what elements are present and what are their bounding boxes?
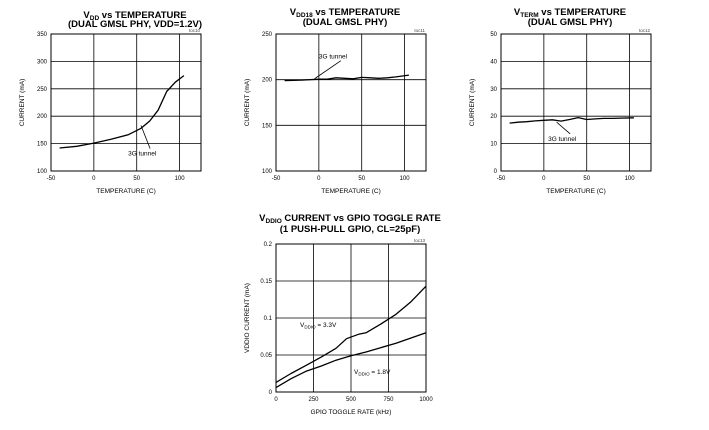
title-rest: vs TEMPERATURE	[539, 7, 626, 18]
title-subscript: DDIO	[266, 218, 282, 225]
series-line-1	[509, 116, 634, 124]
chart-tag: toc10	[189, 28, 201, 33]
annotation-arrow	[556, 121, 571, 135]
series-line-2	[275, 332, 427, 389]
title-main: V	[83, 10, 90, 21]
y-tick-label: 100	[262, 169, 273, 175]
y-tick-label: 200	[262, 78, 273, 84]
x-axis-label: TEMPERATURE (C)	[321, 188, 380, 195]
x-tick-label: 100	[400, 176, 411, 182]
series-line-1	[275, 285, 427, 383]
annotation-label: 3G tunnel	[128, 151, 157, 158]
y-tick-label: 50	[490, 32, 497, 38]
y-tick-label: 0.1	[264, 316, 273, 322]
chart-3: VTERM vs TEMPERATURE(DUAL GMSL PHY) toc12…	[469, 7, 652, 195]
y-tick-label: 0.2	[264, 242, 273, 248]
plot-frame	[50, 33, 202, 172]
x-tick-label: 0	[92, 176, 96, 182]
y-tick-label: 0.15	[260, 279, 272, 285]
annotation-label: 3G tunnel	[319, 54, 348, 61]
chart-subtitle: (1 PUSH-PULL GPIO, CL=25pF)	[280, 224, 421, 235]
x-tick-label: -50	[497, 176, 506, 182]
chart-title: VDD vs TEMPERATURE	[83, 10, 186, 22]
y-tick-label: 20	[490, 114, 497, 120]
chart-subtitle: (DUAL GMSL PHY)	[528, 17, 613, 28]
y-tick-label: 0	[269, 390, 273, 396]
x-tick-label: 500	[346, 397, 357, 403]
y-tick-label: 30	[490, 87, 497, 93]
y-tick-label: 10	[490, 142, 497, 148]
title-rest: vs TEMPERATURE	[313, 7, 400, 18]
x-tick-label: 50	[583, 176, 590, 182]
x-axis-label: GPIO TOGGLE RATE (kHz)	[311, 409, 392, 416]
chart-subtitle: (DUAL GMSL PHY)	[303, 17, 388, 28]
annotation-subscript: DDIO	[304, 324, 316, 329]
y-tick-label: 40	[490, 59, 497, 65]
title-rest: vs TEMPERATURE	[99, 10, 186, 21]
chart-4: VDDIO CURRENT vs GPIO TOGGLE RATE(1 PUSH…	[244, 213, 441, 416]
title-subscript: DD18	[296, 12, 313, 19]
plot-frame	[500, 33, 652, 172]
title-subscript: DD	[90, 15, 100, 22]
y-tick-label: 150	[262, 123, 273, 129]
plot-frame	[275, 33, 427, 172]
series-line-1	[59, 75, 185, 149]
annotation-main: V	[300, 322, 305, 329]
annotation-label: VDDIO = 3.3V	[300, 322, 337, 330]
chart-tag: toc11	[414, 28, 425, 33]
x-tick-label: 100	[625, 176, 636, 182]
y-axis-label: CURRENT (mA)	[469, 79, 476, 127]
chart-title: VDDIO CURRENT vs GPIO TOGGLE RATE	[259, 213, 441, 225]
x-tick-label: 1000	[419, 397, 433, 403]
chart-title: VTERM vs TEMPERATURE	[514, 7, 626, 19]
y-axis-label: VDDIO CURRENT (mA)	[244, 283, 251, 353]
annotation-arrow	[140, 125, 151, 149]
annotation-rest: = 1.8V	[370, 369, 391, 376]
title-subscript: TERM	[520, 12, 538, 19]
title-main: V	[259, 213, 266, 224]
annotation-rest: = 3.3V	[316, 322, 337, 329]
title-rest: CURRENT vs GPIO TOGGLE RATE	[282, 213, 441, 224]
annotation-label: VDDIO = 1.8V	[354, 369, 391, 377]
y-tick-label: 150	[37, 142, 48, 148]
chart-1: VDD vs TEMPERATURE(DUAL GMSL PHY, VDD=1.…	[19, 10, 202, 195]
y-tick-label: 350	[37, 32, 48, 38]
annotation-main: V	[354, 369, 359, 376]
chart-title: VDD18 vs TEMPERATURE	[290, 7, 400, 19]
x-tick-label: 0	[274, 397, 278, 403]
x-tick-label: -50	[272, 176, 281, 182]
y-tick-label: 200	[37, 114, 48, 120]
y-axis-label: CURRENT (mA)	[19, 79, 26, 127]
y-tick-label: 0	[494, 169, 498, 175]
x-tick-label: 0	[542, 176, 546, 182]
y-axis-label: CURRENT (mA)	[244, 79, 251, 127]
annotation-subscript: DDIO	[358, 372, 370, 377]
x-tick-label: 100	[175, 176, 186, 182]
chart-tag: toc13	[414, 238, 426, 243]
plot-frame	[275, 243, 427, 393]
x-axis-label: TEMPERATURE (C)	[96, 188, 155, 195]
x-tick-label: -50	[47, 176, 56, 182]
x-tick-label: 50	[133, 176, 140, 182]
annotation-label: 3G tunnel	[548, 136, 577, 143]
title-main: V	[290, 7, 297, 18]
x-tick-label: 0	[317, 176, 321, 182]
chart-2: VDD18 vs TEMPERATURE(DUAL GMSL PHY) toc11…	[244, 7, 427, 195]
annotation-arrow	[314, 60, 342, 80]
series-line-1	[284, 74, 409, 82]
x-tick-label: 250	[308, 397, 319, 403]
x-tick-label: 750	[383, 397, 394, 403]
x-axis-label: TEMPERATURE (C)	[546, 188, 605, 195]
y-tick-label: 250	[37, 87, 48, 93]
x-tick-label: 50	[358, 176, 365, 182]
title-main: V	[514, 7, 521, 18]
y-tick-label: 100	[37, 169, 48, 175]
chart-subtitle: (DUAL GMSL PHY, VDD=1.2V)	[68, 19, 202, 30]
y-tick-label: 300	[37, 59, 48, 65]
chart-tag: toc12	[639, 28, 651, 33]
y-tick-label: 0.05	[260, 353, 272, 359]
y-tick-label: 250	[262, 32, 273, 38]
